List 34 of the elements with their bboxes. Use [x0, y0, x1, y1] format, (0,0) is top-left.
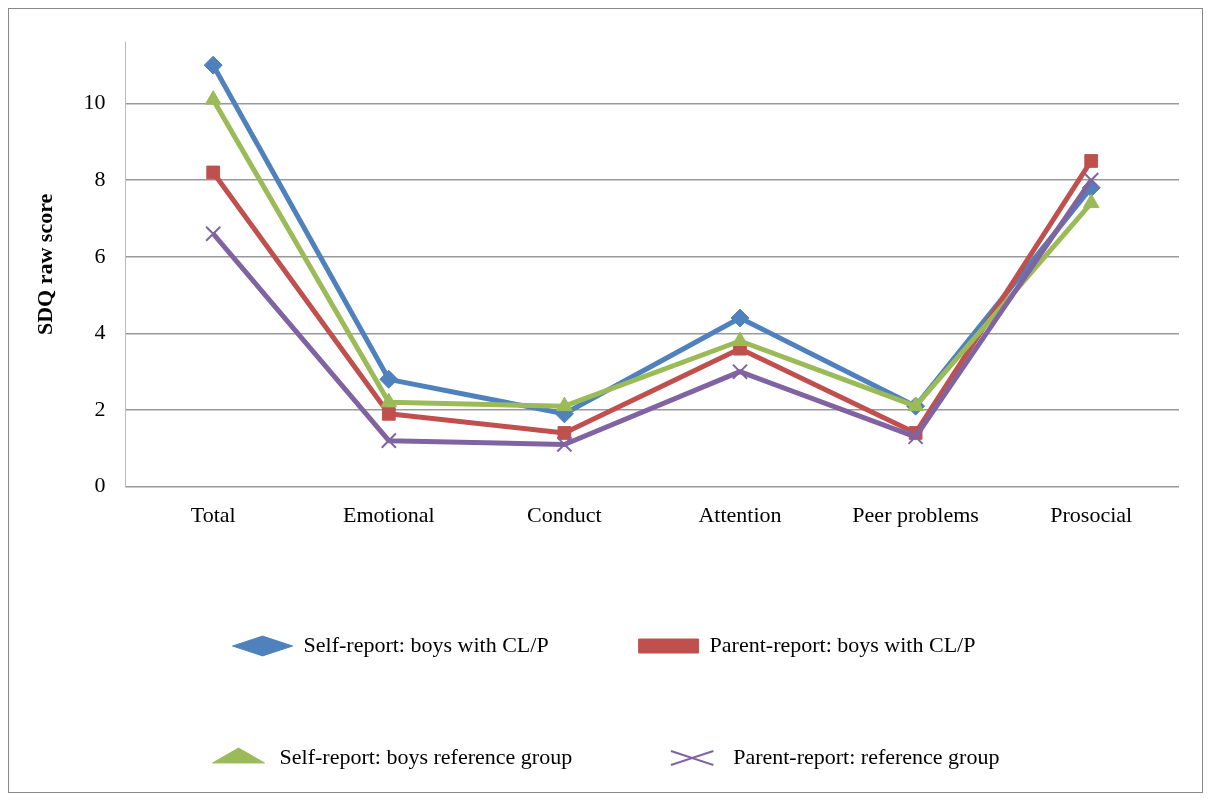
point: [1082, 193, 1100, 209]
point: [380, 392, 398, 408]
y-tick-label: 8: [94, 165, 106, 191]
point: [907, 428, 924, 445]
point: [557, 426, 572, 440]
point: [380, 432, 397, 449]
x-tick-label: Attention: [698, 501, 782, 527]
y-tick-label: 0: [94, 472, 106, 498]
x-tick-label: Emotional: [342, 501, 435, 527]
y-tick-label: 10: [83, 89, 106, 115]
point: [730, 308, 750, 328]
point: [556, 436, 573, 453]
y-axis-title: SDQ raw score: [31, 193, 57, 336]
y-tick-label: 6: [94, 242, 106, 268]
point: [381, 406, 396, 421]
x-tick-label: Conduct: [527, 501, 602, 527]
point: [204, 90, 222, 105]
legend-label: Self-report: boys with CL/P: [303, 631, 549, 657]
y-tick-label: 2: [94, 395, 106, 421]
point: [1083, 172, 1100, 189]
legend-label: Self-report: boys reference group: [279, 743, 573, 769]
x-tick-label: Prosocial: [1050, 501, 1133, 527]
legend-label: Parent-report: reference group: [733, 743, 1000, 769]
point: [205, 225, 222, 242]
point: [379, 369, 399, 389]
y-tick-label: 4: [94, 319, 106, 345]
point: [731, 363, 749, 380]
point: [556, 396, 573, 412]
legend-label: Parent-report: boys with CL/P: [709, 631, 976, 657]
point: [1084, 154, 1099, 168]
point: [203, 55, 223, 75]
x-tick-label: Total: [190, 501, 236, 527]
x-tick-label: Peer problems: [852, 501, 979, 527]
point: [206, 165, 221, 180]
